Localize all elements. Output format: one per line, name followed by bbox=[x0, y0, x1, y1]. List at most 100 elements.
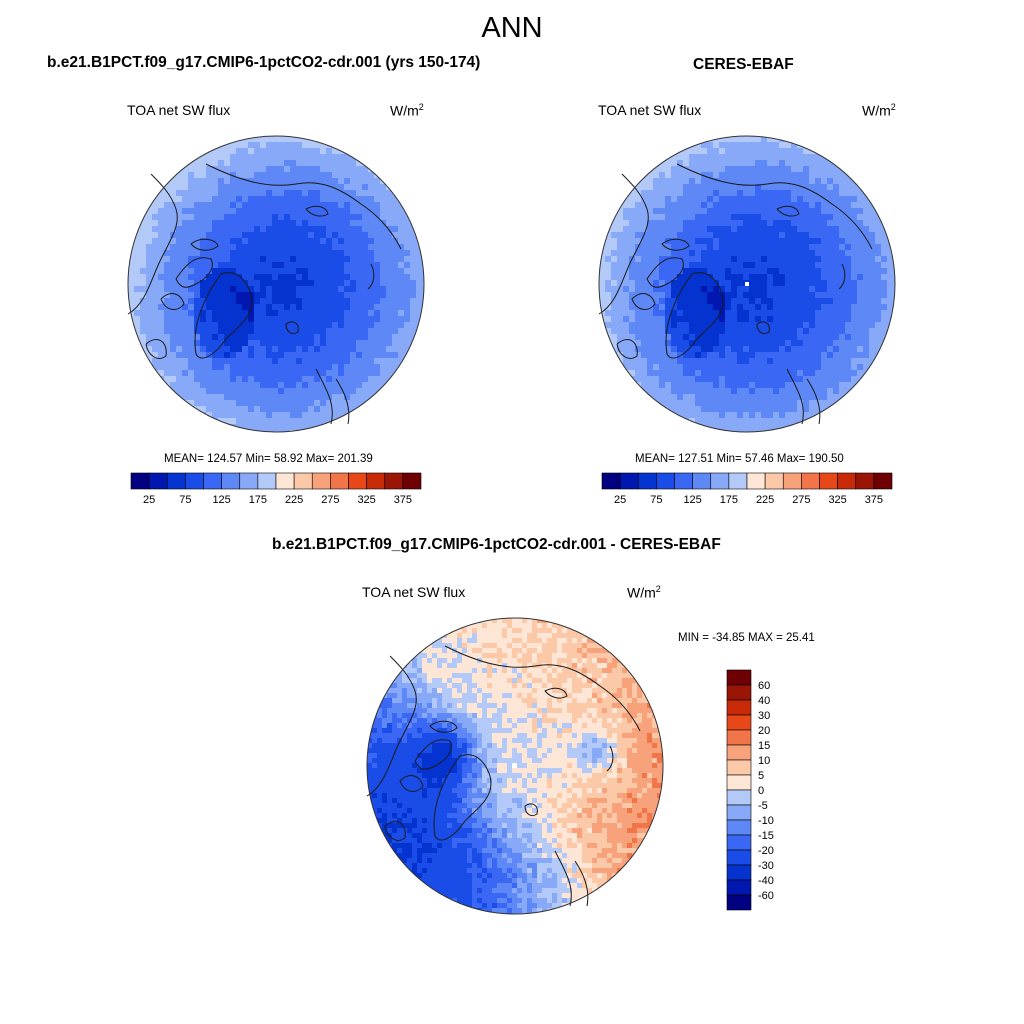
panel-1-map-cell bbox=[224, 148, 231, 155]
panel-2-map-cell bbox=[809, 328, 816, 335]
panel-2-map-cell bbox=[785, 166, 792, 173]
panel-1-map-cell bbox=[284, 418, 291, 425]
panel-2-map-cell bbox=[809, 292, 816, 299]
panel-2-map-cell bbox=[635, 214, 642, 221]
panel-1-map-cell bbox=[158, 238, 165, 245]
panel-1-map-cell bbox=[218, 304, 225, 311]
panel-2-map-cell bbox=[695, 196, 702, 203]
panel-2-map-cell bbox=[839, 190, 846, 197]
panel-2-map-cell bbox=[647, 310, 654, 317]
panel-3-map-cell bbox=[467, 643, 473, 649]
panel-1-map-cell bbox=[182, 280, 189, 287]
panel-1-map-cell bbox=[392, 358, 399, 365]
panel-2-map-cell bbox=[743, 172, 750, 179]
panel-2-map-cell bbox=[641, 370, 648, 377]
panel-1-map-cell bbox=[308, 376, 315, 383]
panel-2-map-cell bbox=[827, 292, 834, 299]
panel-1-map-cell bbox=[248, 256, 255, 263]
panel-1-map-cell bbox=[188, 268, 195, 275]
panel-3-map-cell bbox=[472, 628, 478, 634]
panel-1-map-cell bbox=[410, 232, 417, 239]
panel-1-map-cell bbox=[332, 292, 339, 299]
panel-2-map-cell bbox=[725, 268, 732, 275]
panel-2-map-cell bbox=[701, 370, 708, 377]
panel-2-map-cell bbox=[743, 358, 750, 365]
panel-3-map-cell bbox=[592, 683, 598, 689]
panel-1-map-cell bbox=[254, 232, 261, 239]
panel-2-map-cell bbox=[743, 184, 750, 191]
panel-1-map-cell bbox=[224, 250, 231, 257]
panel-3-map-cell bbox=[507, 698, 513, 704]
panel-2-map-cell bbox=[713, 250, 720, 257]
panel-2-map-cell bbox=[815, 346, 822, 353]
panel-1-map-cell bbox=[266, 340, 273, 347]
panel-2-map-cell bbox=[779, 172, 786, 179]
panel-1-map-cell bbox=[308, 322, 315, 329]
panel-1-map-cell bbox=[146, 220, 153, 227]
panel-1-map-cell bbox=[206, 316, 213, 323]
panel-1-map-cell bbox=[410, 328, 417, 335]
panel-2-map-cell bbox=[851, 358, 858, 365]
panel-1-map-cell bbox=[320, 352, 327, 359]
panel-2-map-cell bbox=[725, 196, 732, 203]
panel-3-map-cell bbox=[502, 648, 508, 654]
panel-2-map-cell bbox=[695, 220, 702, 227]
panel-1-map-cell bbox=[326, 232, 333, 239]
panel-3-map-cell bbox=[407, 683, 413, 689]
panel-2-map-cell bbox=[671, 316, 678, 323]
panel-1-map-cell bbox=[362, 244, 369, 251]
panel-1-map-cell bbox=[146, 352, 153, 359]
panel-2-map-cell bbox=[707, 394, 714, 401]
panel-2-map-cell bbox=[845, 202, 852, 209]
panel-3-map-cell bbox=[642, 713, 648, 719]
panel-3-map-cell bbox=[582, 718, 588, 724]
panel-2-map-cell bbox=[857, 268, 864, 275]
panel-1-map-cell bbox=[224, 160, 231, 167]
panel-1-map-cell bbox=[284, 136, 291, 143]
panel-2-map-cell bbox=[713, 178, 720, 185]
panel-1-map-cell bbox=[266, 208, 273, 215]
panel-2-map-cell bbox=[821, 178, 828, 185]
panel-1-map-cell bbox=[290, 214, 297, 221]
panel-1-map-cell bbox=[158, 208, 165, 215]
panel-1-map-cell bbox=[188, 322, 195, 329]
panel-1-map-cell bbox=[170, 196, 177, 203]
panel-2-map-cell bbox=[623, 244, 630, 251]
panel-1-map-cell bbox=[152, 256, 159, 263]
panel-3-map-cell bbox=[562, 633, 568, 639]
panel-2-map-cell bbox=[857, 244, 864, 251]
panel-1-map-cell bbox=[326, 190, 333, 197]
panel-1-map-cell bbox=[212, 406, 219, 413]
panel-2-map-cell bbox=[851, 184, 858, 191]
panel-2-map-cell bbox=[809, 154, 816, 161]
panel-1-map-cell bbox=[164, 382, 171, 389]
panel-2-map-cell bbox=[815, 388, 822, 395]
panel-2-map-cell bbox=[713, 292, 720, 299]
panel-1-map-cell bbox=[164, 214, 171, 221]
panel-3-map-cell bbox=[422, 658, 428, 664]
panel-1-map-cell bbox=[182, 370, 189, 377]
panel-3-map-cell bbox=[417, 683, 423, 689]
panel-2-map-cell bbox=[785, 334, 792, 341]
panel-1-map-cell bbox=[200, 238, 207, 245]
panel-1-map-cell bbox=[398, 274, 405, 281]
panel-3-map-cell bbox=[567, 633, 573, 639]
panel-2-map-cell bbox=[629, 262, 636, 269]
panel-2-map-cell bbox=[791, 334, 798, 341]
panel-2-map-cell bbox=[761, 412, 768, 419]
panel-2-map-cell bbox=[713, 376, 720, 383]
panel-3-map-cell bbox=[457, 708, 463, 714]
panel-1-map-cell bbox=[242, 166, 249, 173]
panel-1-map-cell bbox=[308, 226, 315, 233]
panel-2-map-cell bbox=[629, 340, 636, 347]
panel-1-map-cell bbox=[362, 292, 369, 299]
panel-2-map-cell bbox=[803, 304, 810, 311]
panel-1-map-cell bbox=[200, 274, 207, 281]
panel-1-map-cell bbox=[158, 298, 165, 305]
panel-1-map-cell bbox=[236, 382, 243, 389]
panel-3-map-cell bbox=[527, 658, 533, 664]
panel-1-map-cell bbox=[260, 304, 267, 311]
panel-2-map-cell bbox=[665, 238, 672, 245]
panel-3-map-cell bbox=[402, 688, 408, 694]
panel-2-map-cell bbox=[755, 190, 762, 197]
